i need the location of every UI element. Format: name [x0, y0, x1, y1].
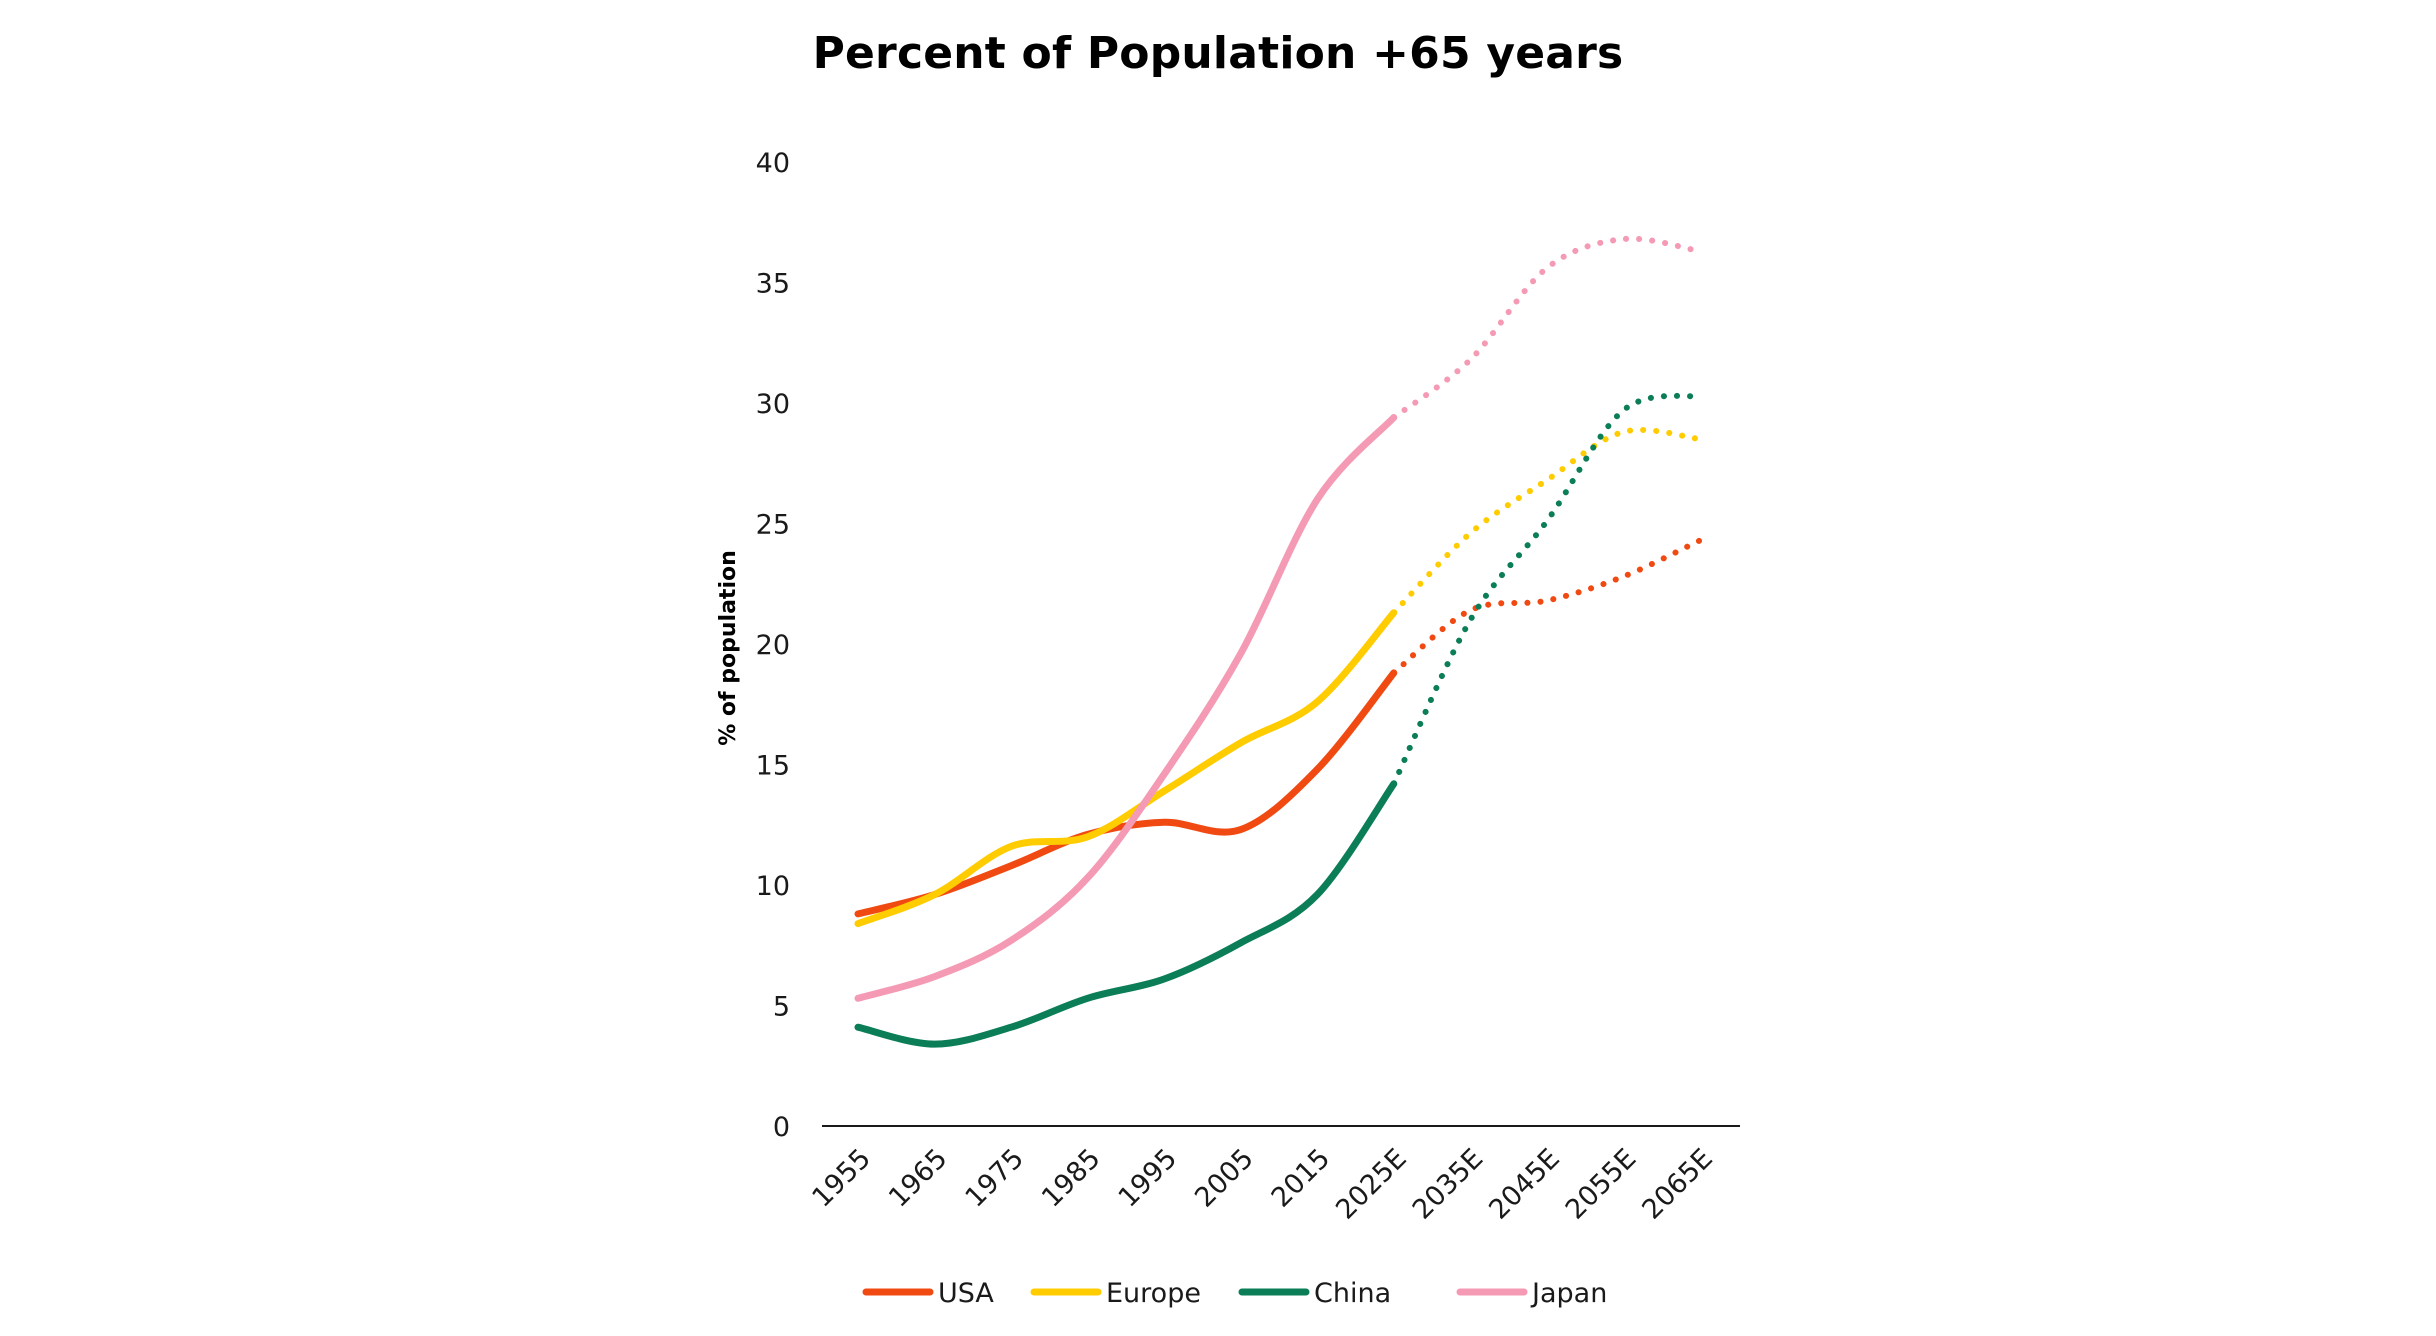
legend-label-china: China [1314, 1278, 1391, 1309]
y-tick-label: 40 [756, 148, 790, 179]
x-tick-label: 2045E [1483, 1143, 1566, 1226]
legend: USA Europe China Japan [862, 1278, 1607, 1309]
y-tick-label: 10 [756, 871, 790, 902]
series-line-europe [854, 609, 1398, 928]
x-tick-label: 1995 [1113, 1143, 1184, 1214]
x-axis-ticks: 1955 1965 1975 1985 1995 2005 20152025E2035E20… [806, 1143, 1719, 1226]
x-tick-label: 2005 [1189, 1143, 1260, 1214]
legend-label-japan: Japan [1530, 1278, 1607, 1309]
series-line-japan [854, 414, 1398, 1002]
y-tick-label: 5 [773, 992, 790, 1023]
x-tick-label: 2065E [1636, 1143, 1719, 1226]
y-axis-title: % of population [716, 550, 741, 746]
chart-title: Percent of Population +65 years [812, 28, 1624, 79]
x-tick-label: 1955 [806, 1143, 877, 1214]
y-tick-label: 30 [756, 389, 790, 420]
x-tick-label: 1985 [1036, 1143, 1107, 1214]
x-tick-label: 2015 [1266, 1143, 1337, 1214]
series-projection-europe [1390, 426, 1703, 616]
legend-label-usa: USA [938, 1278, 994, 1309]
y-axis-ticks: 0 5 10 15 20 25 30 35 40 [756, 148, 790, 1143]
y-tick-label: 0 [773, 1112, 790, 1143]
x-tick-label: 2055E [1560, 1143, 1643, 1226]
series-projection-china [1390, 392, 1703, 787]
y-tick-label: 25 [756, 510, 790, 541]
series-projection-japan [1390, 235, 1703, 421]
series-lines [854, 235, 1703, 1048]
series-line-china [854, 780, 1398, 1048]
x-tick-label: 1975 [960, 1143, 1031, 1214]
legend-label-europe: Europe [1106, 1278, 1201, 1309]
x-tick-label: 2035E [1407, 1143, 1490, 1226]
y-tick-label: 35 [756, 269, 790, 300]
series-projection-usa [1390, 537, 1703, 676]
x-tick-label: 2025E [1330, 1143, 1413, 1226]
y-tick-label: 15 [756, 751, 790, 782]
y-tick-label: 20 [756, 630, 790, 661]
x-tick-label: 1965 [883, 1143, 954, 1214]
